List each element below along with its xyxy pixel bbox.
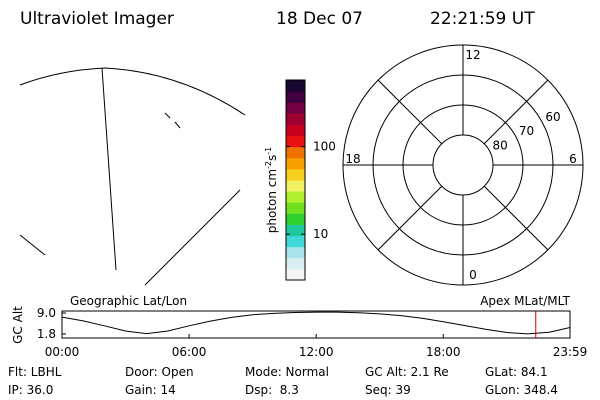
- map-line: [164, 112, 171, 119]
- color-step: [286, 257, 305, 270]
- mlt-spoke: [377, 79, 443, 145]
- mlt-spoke: [483, 185, 549, 251]
- color-step: [286, 246, 305, 259]
- mlt-spoke: [483, 79, 549, 145]
- x-tick-label: 06:00: [172, 345, 207, 359]
- x-tick-label: 23:59: [553, 345, 588, 359]
- colorbar-frame: [285, 79, 306, 281]
- timeline-right-title: Apex MLat/MLT: [480, 294, 570, 308]
- color-step: [286, 235, 305, 248]
- color-step: [286, 124, 305, 137]
- status-field: Flt: LBHL: [8, 365, 62, 379]
- color-step: [286, 213, 305, 225]
- color-step: [286, 202, 305, 214]
- time: 22:21:59 UT: [430, 9, 535, 29]
- color-step: [286, 146, 305, 159]
- status-field: GLat: 84.1: [485, 365, 548, 379]
- lat-ring-label: 80: [492, 138, 507, 152]
- status-field: IP: 36.0: [8, 383, 53, 397]
- map-line: [174, 121, 181, 129]
- status-field: Gain: 14: [125, 383, 176, 397]
- map-line: [144, 189, 241, 286]
- lat-ring-label: 70: [519, 124, 534, 138]
- x-tick-label: 00:00: [45, 345, 80, 359]
- y-tick-label: 1.8: [37, 327, 56, 341]
- altitude-line: [61, 311, 571, 335]
- status-field: GLon: 348.4: [485, 383, 558, 397]
- status-field: Door: Open: [125, 365, 194, 379]
- colorbar-tick-label: 100: [313, 140, 336, 154]
- color-step: [286, 168, 305, 181]
- horizon: [19, 67, 246, 116]
- y-tick-label: 9.0: [37, 306, 56, 320]
- lat-ring: [432, 134, 494, 196]
- lat-ring-label: 60: [545, 110, 560, 124]
- geographic-map: [19, 67, 246, 286]
- timeline-frame: [61, 310, 571, 339]
- colorbar-tick-label: 10: [313, 227, 328, 241]
- color-step: [286, 191, 305, 203]
- timeline-ylabel: GC Alt: [11, 306, 25, 344]
- timeline-left-title: Geographic Lat/Lon: [70, 294, 187, 308]
- color-step: [286, 180, 305, 192]
- color-step: [286, 113, 305, 125]
- lat-ring: [372, 74, 554, 256]
- mlt-spoke: [377, 185, 443, 251]
- status-field: GC Alt: 2.1 Re: [365, 365, 449, 379]
- mlt-label: 6: [569, 152, 577, 166]
- mlt-label: 12: [465, 48, 480, 62]
- x-tick-label: 12:00: [299, 345, 334, 359]
- status-field: Dsp: 8.3: [245, 383, 299, 397]
- date: 18 Dec 07: [276, 9, 363, 29]
- color-step: [286, 224, 305, 237]
- map-line: [19, 234, 46, 256]
- status-field: Mode: Normal: [245, 365, 329, 379]
- color-step: [286, 91, 305, 103]
- mlt-label: 0: [469, 268, 477, 282]
- color-step: [286, 157, 305, 170]
- mlt-label: 18: [345, 152, 360, 166]
- status-field: Seq: 39: [365, 383, 411, 397]
- color-step: [286, 268, 305, 281]
- map-line: [101, 67, 117, 271]
- title: Ultraviolet Imager: [20, 9, 174, 29]
- colorbar-label: photon cm-2s-1: [264, 147, 279, 234]
- lat-ring: [402, 104, 524, 226]
- color-step: [286, 80, 305, 92]
- color-step: [286, 102, 305, 114]
- x-tick-label: 18:00: [426, 345, 461, 359]
- color-step: [286, 135, 305, 148]
